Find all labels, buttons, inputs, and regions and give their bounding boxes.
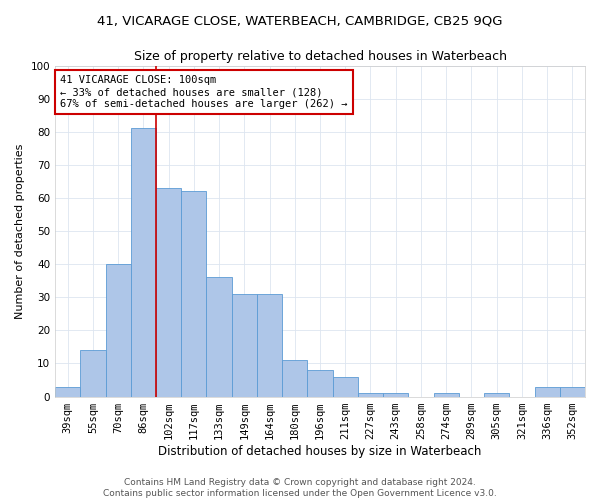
Title: Size of property relative to detached houses in Waterbeach: Size of property relative to detached ho… (134, 50, 506, 63)
Bar (156, 188, 181, 396)
Text: 41, VICARAGE CLOSE, WATERBEACH, CAMBRIDGE, CB25 9QG: 41, VICARAGE CLOSE, WATERBEACH, CAMBRIDG… (97, 15, 503, 28)
Bar (560, 386, 585, 396)
Bar (181, 192, 206, 396)
Bar (535, 386, 560, 396)
Bar (307, 370, 332, 396)
Bar (55, 386, 80, 396)
Bar (434, 394, 459, 396)
Bar (131, 128, 156, 396)
Bar (80, 350, 106, 397)
Bar (232, 294, 257, 396)
Text: Contains HM Land Registry data © Crown copyright and database right 2024.
Contai: Contains HM Land Registry data © Crown c… (103, 478, 497, 498)
Y-axis label: Number of detached properties: Number of detached properties (15, 144, 25, 319)
Bar (257, 294, 282, 396)
Bar (206, 278, 232, 396)
Text: 41 VICARAGE CLOSE: 100sqm
← 33% of detached houses are smaller (128)
67% of semi: 41 VICARAGE CLOSE: 100sqm ← 33% of detac… (61, 76, 348, 108)
Bar (282, 360, 307, 397)
Bar (358, 394, 383, 396)
Bar (106, 264, 131, 396)
Bar (332, 376, 358, 396)
Bar (383, 394, 409, 396)
Bar (484, 394, 509, 396)
X-axis label: Distribution of detached houses by size in Waterbeach: Distribution of detached houses by size … (158, 444, 482, 458)
